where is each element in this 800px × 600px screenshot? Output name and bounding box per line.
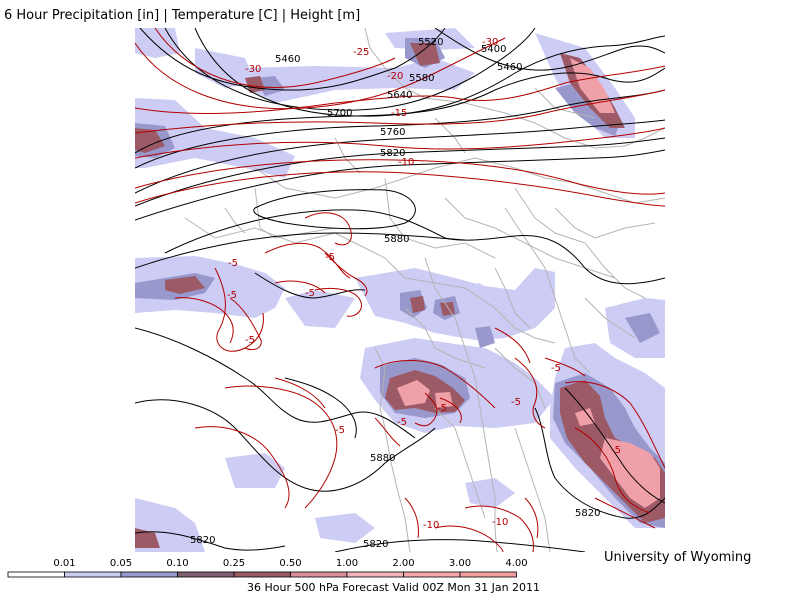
height-label: 5460 — [497, 62, 522, 73]
legend-tick-label: 0.25 — [223, 558, 245, 569]
legend-tick-label: 2.00 — [392, 558, 414, 569]
legend-color-box — [177, 571, 235, 578]
legend-tick-label: 0.01 — [53, 558, 75, 569]
temperature-label: -20 — [387, 71, 403, 82]
temperature-label: -30 — [482, 37, 498, 48]
height-label: 5700 — [327, 108, 352, 119]
temperature-label: -5 — [397, 417, 407, 428]
legend-tick-label: 4.00 — [505, 558, 527, 569]
legend-tick-label: 0.10 — [166, 558, 188, 569]
height-label: 5880 — [384, 234, 409, 245]
legend-color-box — [7, 571, 65, 578]
precipitation-legend: 0.01 0.05 0.10 0.25 0.50 1.00 2.00 3.00 4.00 — [7, 558, 528, 578]
temperature-label: -5 — [335, 425, 345, 436]
height-label: 5520 — [418, 37, 443, 48]
contour-labels: 5460 5520 5400 5460 5580 5640 5700 5760 … — [190, 37, 621, 550]
temperature-contours — [135, 28, 665, 552]
temperature-label: -5 — [227, 290, 237, 301]
height-label: 5820 — [380, 148, 405, 159]
temperature-label: -5 — [245, 335, 255, 346]
legend-color-box — [290, 571, 348, 578]
legend-color-box — [64, 571, 122, 578]
temperature-label: -30 — [245, 64, 261, 75]
forecast-valid-time: 36 Hour 500 hPa Forecast Valid 00Z Mon 3… — [247, 581, 541, 594]
map-title: 6 Hour Precipitation [in] | Temperature … — [4, 8, 361, 23]
height-label: 5460 — [275, 54, 300, 65]
height-label: 5760 — [380, 127, 405, 138]
temperature-label: -15 — [391, 108, 407, 119]
legend-tick-label: 0.50 — [279, 558, 301, 569]
height-label: 5820 — [363, 539, 388, 550]
height-label: 5820 — [575, 508, 600, 519]
height-label: 5580 — [409, 73, 434, 84]
legend-color-box — [459, 571, 517, 578]
temperature-label: -5 — [511, 397, 521, 408]
legend-color-box — [403, 571, 461, 578]
height-label: 5400 — [481, 44, 506, 55]
legend-tick-label: 0.05 — [110, 558, 132, 569]
height-label: 5640 — [387, 90, 412, 101]
temperature-label: -5 — [437, 403, 447, 414]
height-label: 5880 — [370, 453, 395, 464]
temperature-label: -10 — [492, 517, 508, 528]
credit-text: University of Wyoming — [604, 550, 752, 565]
temperature-label: -10 — [423, 520, 439, 531]
forecast-map: 5460 5520 5400 5460 5580 5640 5700 5760 … — [135, 28, 665, 552]
legend-color-box — [120, 571, 178, 578]
temperature-label: -5 — [325, 252, 335, 263]
temperature-label: -5 — [551, 363, 561, 374]
legend-tick-label: 3.00 — [449, 558, 471, 569]
legend-tick-labels: 0.01 0.05 0.10 0.25 0.50 1.00 2.00 3.00 4.00 — [53, 558, 527, 569]
height-label: 5820 — [190, 535, 215, 546]
temperature-label: -25 — [353, 47, 369, 58]
legend-color-boxes — [7, 571, 517, 578]
temperature-label: -10 — [398, 157, 414, 168]
legend-color-box — [233, 571, 291, 578]
legend-color-box — [346, 571, 404, 578]
temperature-label: -5 — [305, 288, 315, 299]
temperature-label: -5 — [228, 258, 238, 269]
temperature-label: -5 — [611, 445, 621, 456]
legend-tick-label: 1.00 — [336, 558, 358, 569]
